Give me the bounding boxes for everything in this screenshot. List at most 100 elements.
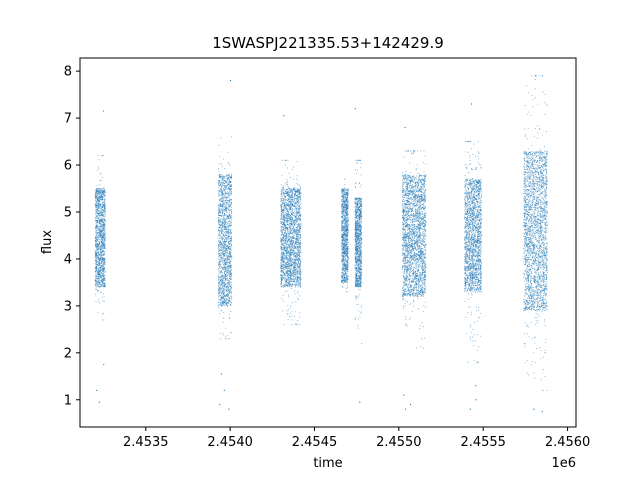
data-point xyxy=(220,227,222,229)
data-point xyxy=(222,183,224,185)
data-point xyxy=(94,279,96,282)
data-point xyxy=(223,176,225,178)
data-point xyxy=(292,219,294,221)
data-point xyxy=(220,243,222,245)
data-point xyxy=(281,229,284,231)
data-point xyxy=(222,192,224,194)
data-point xyxy=(285,215,287,217)
data-point xyxy=(286,210,288,212)
data-point xyxy=(99,253,101,255)
data-point xyxy=(292,280,295,282)
data-point xyxy=(293,264,295,266)
data-point xyxy=(293,234,295,236)
data-point xyxy=(293,231,295,233)
data-point xyxy=(296,230,298,232)
data-point xyxy=(218,192,220,194)
data-point xyxy=(218,255,220,257)
data-point xyxy=(289,234,291,236)
data-point xyxy=(227,288,230,290)
data-point xyxy=(224,304,226,307)
data-point xyxy=(221,291,223,293)
data-point xyxy=(100,270,102,272)
data-point xyxy=(294,260,296,262)
data-point xyxy=(100,248,102,251)
data-point xyxy=(94,283,96,285)
data-point xyxy=(101,155,103,157)
data-point xyxy=(283,219,285,221)
data-point xyxy=(296,238,299,240)
data-point xyxy=(282,295,284,297)
data-point xyxy=(222,259,224,261)
data-point xyxy=(295,216,297,218)
data-point xyxy=(290,237,292,239)
data-point xyxy=(228,163,230,165)
data-point xyxy=(298,198,300,200)
data-point xyxy=(228,207,230,209)
data-point xyxy=(229,231,231,233)
data-point xyxy=(285,255,287,257)
data-point xyxy=(282,218,284,220)
data-point xyxy=(220,246,222,248)
data-point xyxy=(223,249,226,251)
data-point-outlier xyxy=(103,363,105,366)
data-point xyxy=(225,203,227,205)
data-point xyxy=(217,279,219,281)
data-point xyxy=(99,203,101,205)
data-point xyxy=(229,182,231,184)
data-point xyxy=(229,338,231,340)
data-point xyxy=(229,242,231,244)
data-point xyxy=(227,267,229,269)
data-point xyxy=(95,256,97,259)
data-point xyxy=(231,217,233,219)
data-point xyxy=(280,253,282,256)
data-point xyxy=(99,275,101,277)
data-point xyxy=(218,204,220,206)
data-point xyxy=(299,284,301,286)
data-point xyxy=(224,190,226,192)
data-point xyxy=(297,224,299,226)
data-point xyxy=(296,160,298,162)
data-point xyxy=(231,208,233,210)
data-point xyxy=(288,191,290,193)
data-point xyxy=(98,197,100,199)
data-point xyxy=(230,288,232,290)
data-point xyxy=(298,197,300,199)
data-point xyxy=(284,286,286,288)
data-point xyxy=(98,219,101,221)
data-point xyxy=(230,204,232,206)
data-point xyxy=(224,194,226,196)
data-point xyxy=(99,255,101,257)
data-point xyxy=(221,189,223,191)
data-point xyxy=(229,179,231,181)
data-point xyxy=(296,175,298,177)
data-point xyxy=(223,287,225,289)
data-point xyxy=(98,207,100,209)
data-point xyxy=(102,211,104,213)
data-point xyxy=(286,198,289,200)
data-point xyxy=(103,155,105,157)
data-point xyxy=(299,229,301,231)
data-point xyxy=(219,262,221,264)
data-point xyxy=(296,194,299,196)
data-point xyxy=(102,261,104,263)
data-point xyxy=(296,246,298,248)
data-point xyxy=(95,276,97,278)
data-point xyxy=(101,197,103,199)
data-point xyxy=(230,236,232,238)
data-point xyxy=(100,196,102,199)
data-point xyxy=(290,202,292,205)
data-point xyxy=(291,273,293,275)
data-point xyxy=(226,285,228,288)
data-point xyxy=(223,190,225,192)
data-point xyxy=(98,277,100,279)
data-point xyxy=(103,243,105,246)
data-point xyxy=(292,213,294,215)
data-point xyxy=(229,289,231,291)
data-point xyxy=(225,335,227,337)
data-point xyxy=(293,253,295,255)
data-point xyxy=(283,195,285,198)
data-point xyxy=(227,287,229,289)
data-point xyxy=(221,200,223,202)
data-point xyxy=(280,251,282,253)
data-point xyxy=(283,272,285,274)
